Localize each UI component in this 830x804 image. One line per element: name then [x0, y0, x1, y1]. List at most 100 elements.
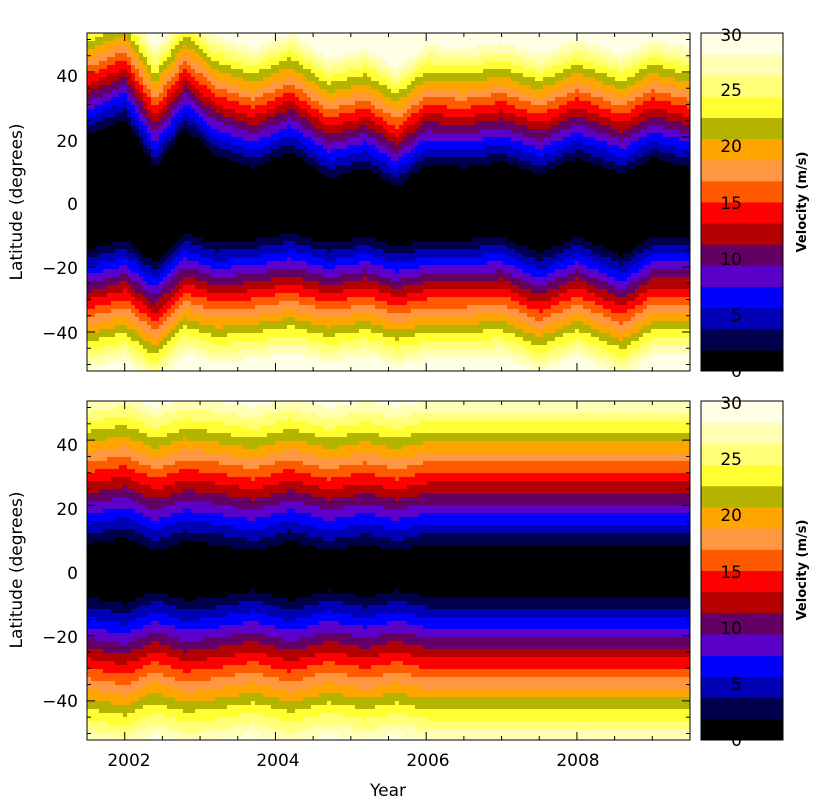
heatmap-cell [439, 273, 444, 282]
heatmap-cell [451, 89, 456, 98]
heatmap-cell [135, 89, 140, 98]
heatmap-cell [195, 269, 200, 282]
heatmap-cell [683, 65, 688, 74]
heatmap-cell [603, 333, 608, 342]
heatmap-cell [571, 297, 576, 306]
heatmap-cell [163, 77, 168, 86]
heatmap-cell [187, 345, 192, 354]
heatmap-cell [511, 241, 516, 250]
heatmap-cell [99, 273, 104, 282]
heatmap-cell [295, 81, 300, 90]
heatmap-cell [151, 113, 156, 122]
heatmap-cell [211, 285, 216, 294]
heatmap-cell [223, 125, 228, 134]
heatmap-cell [415, 137, 420, 146]
heatmap-cell [531, 361, 536, 370]
heatmap-cell [199, 305, 204, 314]
heatmap-cell [683, 321, 688, 330]
heatmap-cell [235, 353, 240, 362]
heatmap-cell [107, 293, 112, 306]
heatmap-cell [119, 121, 124, 242]
heatmap-cell [423, 325, 428, 334]
heatmap-cell [599, 333, 604, 342]
heatmap-cell [443, 105, 448, 118]
heatmap-cell [471, 65, 476, 74]
heatmap-cell [427, 141, 432, 150]
heatmap-cell [475, 165, 480, 238]
heatmap-cell [107, 401, 112, 410]
heatmap-cell [123, 69, 128, 78]
heatmap-cell [655, 109, 660, 118]
heatmap-cell [243, 165, 248, 242]
heatmap-cell [199, 297, 204, 306]
heatmap-cell [583, 101, 588, 110]
heatmap-cell [567, 325, 572, 334]
heatmap-cell [175, 257, 180, 266]
heatmap-cell [343, 61, 348, 74]
heatmap-cell [131, 253, 136, 262]
heatmap-cell [463, 265, 468, 274]
heatmap-cell [375, 89, 380, 98]
heatmap-cell [339, 57, 344, 66]
heatmap-cell [99, 85, 104, 98]
heatmap-cell [87, 85, 92, 94]
heatmap-cell [191, 353, 196, 371]
heatmap-cell [343, 121, 348, 130]
heatmap-cell [111, 469, 116, 478]
heatmap-cell [563, 69, 568, 78]
heatmap-cell [679, 89, 684, 98]
heatmap-cell [487, 357, 492, 371]
heatmap-cell [587, 309, 592, 318]
heatmap-cell [123, 317, 128, 326]
heatmap-cell [235, 333, 240, 342]
heatmap-cell [179, 269, 184, 282]
heatmap-cell [299, 109, 304, 118]
heatmap-cell [211, 309, 216, 318]
heatmap-cell [107, 245, 112, 254]
heatmap-cell [279, 293, 284, 302]
heatmap-cell [99, 533, 104, 542]
heatmap-cell [103, 93, 108, 102]
heatmap-cell [527, 365, 532, 371]
heatmap-cell [99, 541, 104, 602]
heatmap-cell [347, 325, 352, 334]
heatmap-cell [119, 301, 124, 310]
heatmap-cell [331, 325, 336, 338]
heatmap-cell [199, 41, 204, 50]
heatmap-cell [423, 289, 428, 302]
heatmap-cell [555, 89, 560, 98]
heatmap-cell [103, 621, 108, 630]
heatmap-cell [667, 77, 672, 86]
heatmap-cell [239, 341, 244, 350]
heatmap-cell [167, 49, 172, 58]
heatmap-cell [671, 61, 676, 70]
heatmap-cell [107, 65, 112, 74]
heatmap-cell [475, 357, 480, 371]
heatmap-cell [471, 73, 476, 82]
heatmap-cell [279, 353, 284, 371]
heatmap-cell [171, 261, 176, 270]
heatmap-cell [639, 81, 644, 90]
heatmap-cell [399, 165, 404, 174]
heatmap-cell [263, 349, 268, 358]
heatmap-cell [579, 49, 584, 58]
heatmap-cell [103, 713, 108, 722]
heatmap-cell [155, 129, 160, 142]
heatmap-cell [111, 601, 116, 614]
heatmap-cell [107, 313, 112, 322]
heatmap-cell [591, 69, 596, 78]
heatmap-cell [243, 273, 248, 282]
heatmap-cell [543, 325, 548, 334]
heatmap-cell [439, 141, 444, 150]
heatmap-cell [283, 61, 288, 70]
heatmap-cell [631, 293, 636, 302]
heatmap-cell [159, 349, 164, 358]
heatmap-cell [299, 345, 304, 354]
heatmap-cell [91, 617, 96, 630]
heatmap-cell [567, 109, 572, 118]
heatmap-cell [643, 161, 648, 242]
heatmap-cell [611, 129, 616, 138]
heatmap-cell [491, 69, 496, 78]
heatmap-cell [351, 257, 356, 266]
heatmap-cell [455, 81, 460, 90]
